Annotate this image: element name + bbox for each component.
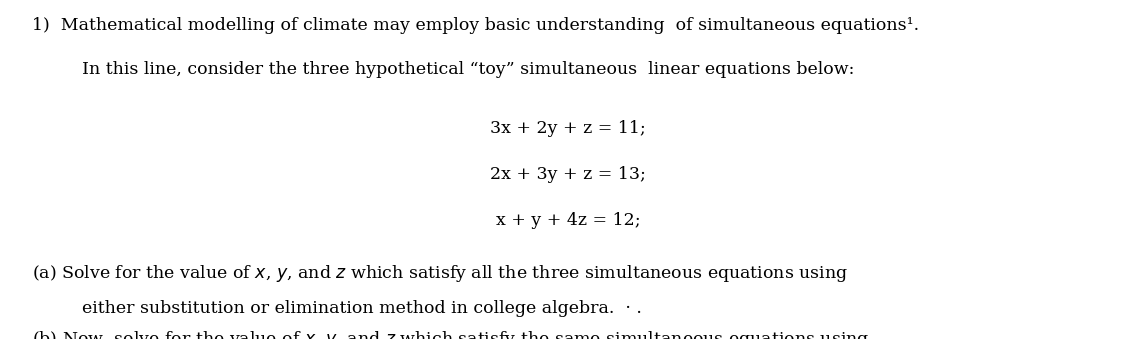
Text: 1)  Mathematical modelling of climate may employ basic understanding  of simulta: 1) Mathematical modelling of climate may… [32,17,919,34]
Text: either substitution or elimination method in college algebra.  · .: either substitution or elimination metho… [82,300,642,317]
Text: 3x + 2y + z = 11;: 3x + 2y + z = 11; [490,120,646,137]
Text: (a) Solve for the value of $x$, $y$, and $z$ which satisfy all the three simulta: (a) Solve for the value of $x$, $y$, and… [32,263,847,284]
Text: In this line, consider the three hypothetical “toy” simultaneous  linear equatio: In this line, consider the three hypothe… [82,61,854,78]
Text: (b) Now, solve for the value of $x$, $y$, and $z$ which satisfy the same simulta: (b) Now, solve for the value of $x$, $y$… [32,329,869,339]
Text: 2x + 3y + z = 13;: 2x + 3y + z = 13; [490,166,646,183]
Text: x + y + 4z = 12;: x + y + 4z = 12; [495,212,641,229]
